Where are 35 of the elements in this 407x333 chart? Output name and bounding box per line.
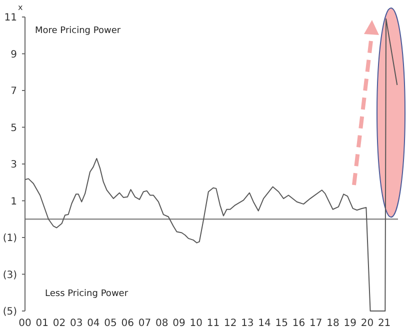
x-tick-label: 03 — [70, 318, 83, 329]
x-tick-label: 04 — [87, 318, 100, 329]
y-axis-title: x — [18, 3, 23, 12]
annotation: More Pricing Power — [35, 26, 121, 36]
x-tick-label: 17 — [310, 318, 322, 329]
x-tick-label: 07 — [138, 318, 152, 329]
x-tick-label: 08 — [156, 318, 168, 329]
x-tick-label: 15 — [275, 318, 288, 329]
x-tick-label: 18 — [326, 318, 340, 329]
x-tick-label: 11 — [206, 318, 220, 329]
x-tick-label: 06 — [121, 318, 134, 329]
y-tick-label: (3) — [2, 270, 18, 281]
y-tick-label: 7 — [10, 86, 17, 97]
y-tick-label: 5 — [10, 122, 17, 134]
annotation: Less Pricing Power — [45, 289, 128, 299]
x-tick-label: 02 — [52, 318, 66, 329]
x-tick-label: 00 — [18, 318, 32, 329]
y-tick-label: 11 — [4, 12, 17, 24]
x-tick-label: 21 — [378, 318, 391, 329]
x-tick-label: 19 — [344, 318, 356, 329]
x-tick-label: 16 — [292, 318, 306, 329]
x-tick-label: 12 — [224, 318, 237, 329]
line-series — [24, 18, 398, 312]
x-tick-label: 05 — [104, 318, 117, 329]
x-tick-label: 13 — [241, 318, 254, 329]
x-tick-label: 14 — [258, 318, 271, 329]
y-tick-label: (5) — [2, 306, 18, 318]
y-tick-label: (1) — [2, 233, 18, 244]
y-tick-label: 3 — [10, 160, 17, 170]
x-tick-label: 01 — [36, 318, 48, 329]
x-tick-label: 20 — [360, 318, 374, 329]
y-tick-label: 1 — [10, 196, 17, 208]
x-tick-label: 10 — [190, 318, 202, 329]
x-tick-label: 09 — [172, 318, 186, 329]
y-tick-label: 9 — [10, 49, 17, 60]
